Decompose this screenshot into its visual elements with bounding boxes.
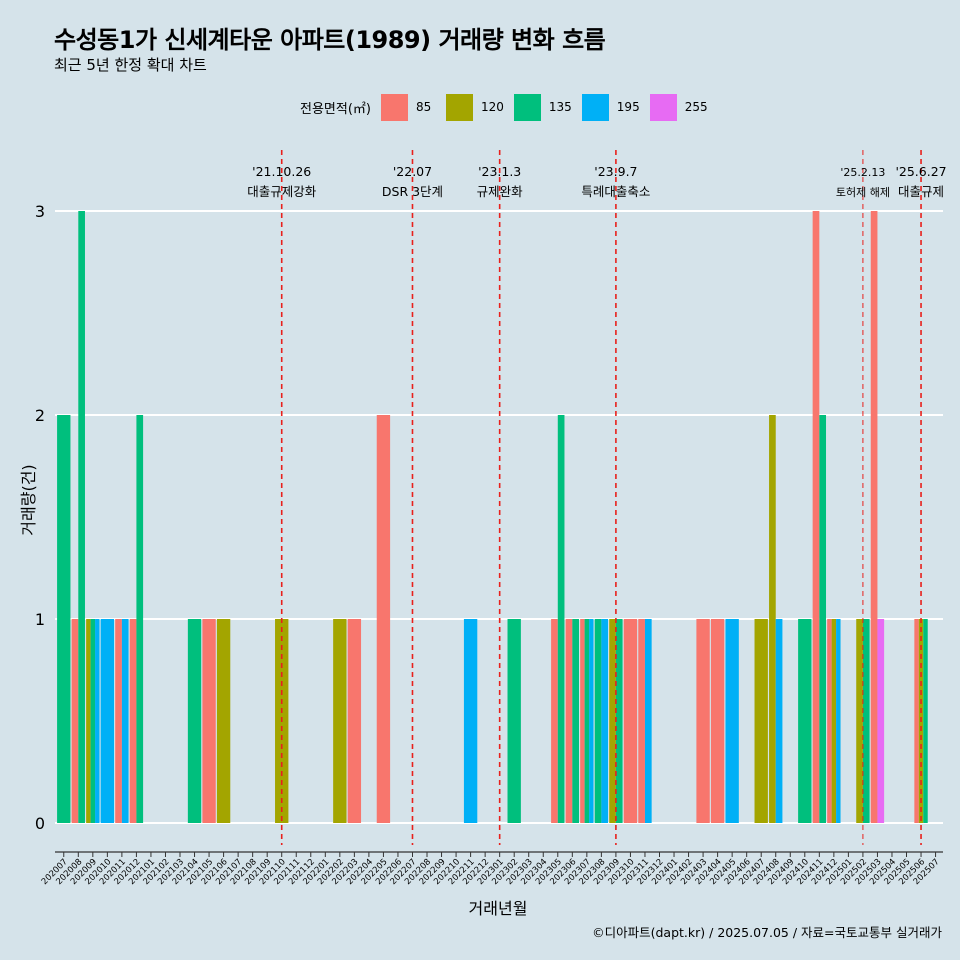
chart-subtitle: 최근 5년 한정 확대 차트 [54, 56, 207, 74]
annotation-text-2: 규제완화 [477, 184, 524, 199]
bar-202010-195 [100, 619, 115, 823]
y-axis-title: 거래량(건) [19, 464, 38, 535]
annotation-text-4: 토허제 해제 [836, 185, 890, 199]
legend-item-135: 135 [513, 93, 572, 121]
bar-202503-85 [870, 211, 878, 823]
bar-202502-135 [862, 619, 870, 823]
bar-202009-135 [90, 619, 96, 823]
bar-202012-85 [129, 619, 137, 823]
bar-202211-195 [463, 619, 478, 823]
bar-202310-85 [623, 619, 638, 823]
legend-item-120: 120 [445, 93, 504, 121]
chart-title: 수성동1가 신세계타운 아파트(1989) 거래량 변화 흐름 [54, 26, 606, 54]
bar-202306-135 [572, 619, 579, 823]
bar-202405-195 [725, 619, 739, 823]
legend-item-85: 85 [380, 93, 436, 121]
bar-202012-135 [136, 415, 144, 823]
bar-202412-85 [827, 619, 832, 823]
legend-label-135: 135 [548, 100, 572, 114]
bar-202411-85 [812, 211, 820, 823]
bar-202411-135 [819, 415, 827, 823]
annotation-text-0: 대출규제강화 [247, 184, 317, 199]
annotation-text-3: 특례대출축소 [581, 184, 650, 199]
bar-202105-85 [202, 619, 216, 823]
bar-202506-135 [923, 619, 928, 823]
bar-202106-120 [216, 619, 231, 823]
bar-202307-85 [580, 619, 585, 823]
bar-202205-85 [376, 415, 391, 823]
bar-202011-195 [121, 619, 129, 823]
bar-202408-120 [769, 415, 776, 823]
bar-202009-120 [86, 619, 91, 823]
y-tick-label-2: 2 [35, 406, 45, 425]
footer-credit: ©디아파트(dapt.kr) / 2025.07.05 / 자료=국토교통부 실… [592, 925, 942, 940]
bar-202410-135 [798, 619, 812, 823]
legend-item-255: 255 [649, 93, 708, 121]
bar-202202-120 [333, 619, 347, 823]
bar-202502-120 [856, 619, 863, 823]
annotation-date-2: '23.1.3 [478, 164, 521, 179]
y-tick-label-0: 0 [35, 814, 45, 833]
legend-swatch-255 [649, 93, 677, 121]
bar-202302-135 [507, 619, 521, 823]
legend-label-195: 195 [616, 100, 640, 114]
bar-202203-85 [347, 619, 362, 823]
annotation-date-3: '23.9.7 [594, 164, 637, 179]
bar-202007-135 [57, 415, 71, 823]
legend-label-120: 120 [480, 100, 504, 114]
bar-202306-85 [565, 619, 573, 823]
y-tick-label-1: 1 [35, 610, 45, 629]
bar-202506-85 [914, 619, 919, 823]
bar-202011-85 [115, 619, 122, 823]
legend-swatch-120 [445, 93, 473, 121]
bar-202008-135 [78, 211, 85, 823]
legend-label-85: 85 [415, 100, 432, 114]
bar-202412-195 [836, 619, 841, 823]
bar-202412-120 [831, 619, 837, 823]
legend-swatch-135 [513, 93, 541, 121]
bar-202307-135 [584, 619, 590, 823]
bar-202305-135 [557, 415, 565, 823]
annotation-date-0: '21.10.26 [252, 164, 311, 179]
bar-202503-255 [877, 619, 885, 823]
bar-202407-120 [754, 619, 768, 823]
legend-swatch-195 [581, 93, 609, 121]
x-axis-title: 거래년월 [469, 899, 528, 918]
bar-202311-195 [644, 619, 652, 823]
legend-item-195: 195 [581, 93, 640, 121]
bar-202311-85 [638, 619, 645, 823]
annotation-date-5: '25.6.27 [895, 164, 946, 179]
annotation-text-5: 대출규제 [898, 184, 944, 199]
bar-202104-135 [187, 619, 202, 823]
bar-202009-195 [95, 619, 100, 823]
bar-202403-85 [696, 619, 710, 823]
bar-202308-195 [601, 619, 609, 823]
annotation-date-4: '25.2.13 [840, 166, 885, 179]
bar-202307-195 [589, 619, 594, 823]
bar-202408-195 [775, 619, 783, 823]
bar-202404-85 [710, 619, 725, 823]
bar-202308-135 [594, 619, 602, 823]
bar-202309-135 [615, 619, 623, 823]
legend-label-255: 255 [684, 100, 708, 114]
legend-swatch-85 [380, 93, 408, 121]
annotation-text-1: DSR 3단계 [382, 184, 443, 199]
bar-202008-85 [71, 619, 79, 823]
y-tick-label-3: 3 [35, 202, 45, 221]
bar-202305-85 [551, 619, 558, 823]
annotation-date-1: '22.07 [393, 164, 432, 179]
bar-202309-120 [609, 619, 616, 823]
legend: 전용면적(㎡) 85 120 135 195 255 [300, 92, 718, 122]
legend-title: 전용면적(㎡) [300, 101, 371, 117]
